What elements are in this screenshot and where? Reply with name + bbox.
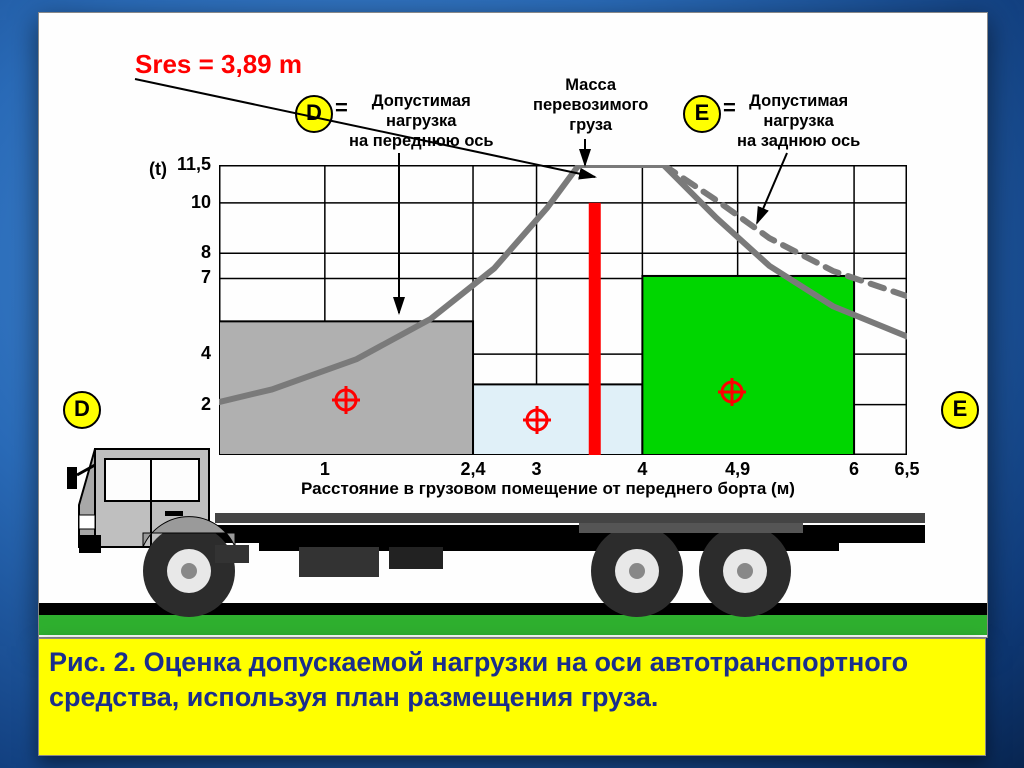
x-tick: 4	[637, 459, 647, 480]
y-tick: 11,5	[171, 154, 211, 175]
label-cargo-mass: Масса перевозимого груза	[533, 75, 648, 135]
y-tick: 10	[171, 192, 211, 213]
y-tick: 4	[171, 343, 211, 364]
label-rear-axle: Допустимая нагрузка на заднюю ось	[737, 91, 860, 151]
eq-sign: =	[335, 95, 348, 121]
y-tick: 7	[171, 267, 211, 288]
truck-svg	[39, 405, 987, 635]
sres-label: Sres = 3,89 m	[135, 49, 302, 80]
badge-d-top: D	[295, 95, 333, 133]
cog-marker	[523, 406, 551, 434]
cog-marker	[332, 386, 360, 414]
eq-sign-e: =	[723, 95, 736, 121]
y-tick: 2	[171, 394, 211, 415]
caption-box: Рис. 2. Оценка допускаемой нагрузки на о…	[38, 638, 986, 756]
unit-t: (t)	[149, 159, 167, 180]
y-tick: 8	[171, 242, 211, 263]
x-tick: 2,4	[461, 459, 486, 480]
cog-marker	[718, 378, 746, 406]
caption-text: Рис. 2. Оценка допускаемой нагрузки на о…	[49, 645, 975, 714]
badge-e-top: E	[683, 95, 721, 133]
label-front-axle: Допустимая нагрузка на переднюю ось	[349, 91, 494, 151]
x-tick: 6	[849, 459, 859, 480]
x-tick: 6,5	[894, 459, 919, 480]
x-tick: 1	[320, 459, 330, 480]
diagram-frame: Sres = 3,89 m D = Допустимая нагрузка на…	[38, 12, 988, 638]
x-tick: 4,9	[725, 459, 750, 480]
x-tick: 3	[532, 459, 542, 480]
